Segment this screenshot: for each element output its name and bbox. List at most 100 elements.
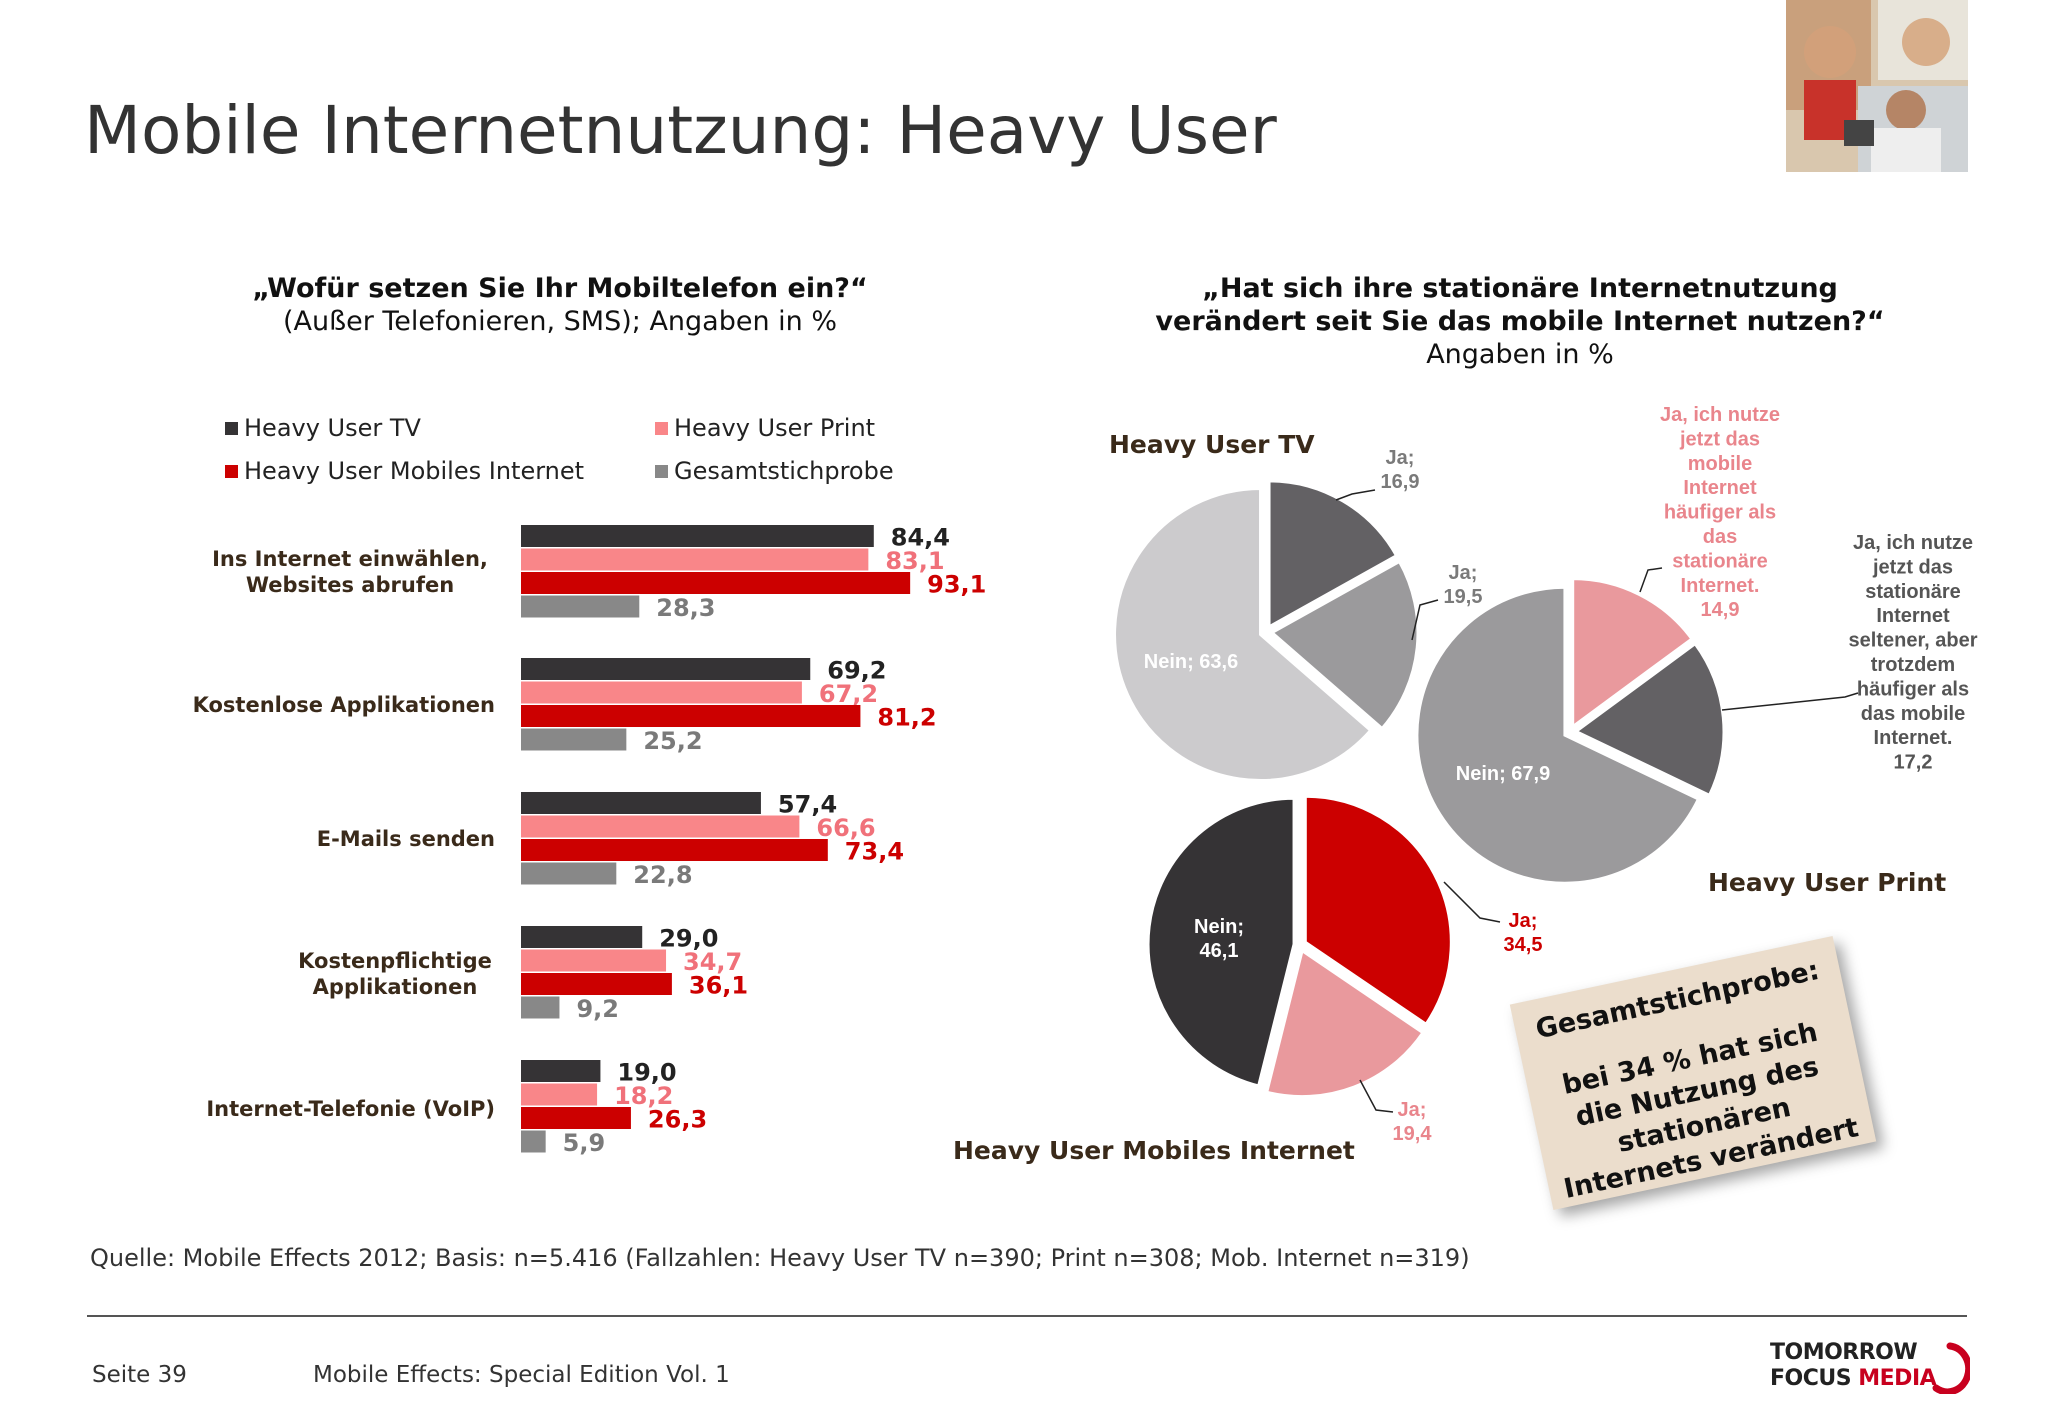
category-paid-apps-line1: Kostenpflichtige — [298, 949, 492, 973]
leader-mob-ja2 — [1359, 1079, 1394, 1113]
pie-mob-slice-ja1 — [1303, 794, 1453, 1027]
leader-print-selten — [1721, 692, 1859, 711]
bar-label-print-2: 66,6 — [816, 814, 875, 842]
bar-mobile-3 — [521, 973, 672, 995]
legend-label-tv: Heavy User TV — [244, 414, 421, 442]
pie-heavy-user-tv — [1113, 479, 1420, 782]
bar-total-4 — [521, 1130, 546, 1153]
pie-tv-slice-nein — [1113, 486, 1373, 782]
bar-total-2 — [521, 862, 617, 885]
leader-print-mobile — [1639, 567, 1663, 593]
legend-swatch-print — [655, 421, 668, 435]
logo-line2: FOCUS MEDIA — [1770, 1366, 1937, 1391]
pie-label-print-selten: Ja, ich nutze jetzt das stationäre Internet… — [1849, 532, 1978, 774]
pie-tv-slice-ja1 — [1267, 479, 1399, 630]
logo-media: MEDIA — [1858, 1366, 1937, 1391]
pie-label-print-nein: Nein; 67,9 — [1456, 763, 1550, 785]
pie-title-print: Heavy User Print — [1708, 868, 1947, 897]
bar-label-total-0: 28,3 — [656, 594, 715, 622]
legend-label-print: Heavy User Print — [674, 414, 876, 442]
bar-mobile-1 — [521, 705, 861, 727]
pie-tv-slice-ja2 — [1269, 559, 1420, 731]
pie-label-tv-nein: Nein; 63,6 — [1144, 651, 1238, 673]
page-number: Seite 39 — [92, 1362, 187, 1388]
bar-label-mobile-2: 73,4 — [845, 838, 904, 866]
pie-question-line2: verändert seit Sie das mobile Internet n… — [1155, 306, 1885, 337]
bar-question-line1: „Wofür setzen Sie Ihr Mobiltelefon ein?“ — [252, 273, 868, 304]
bar-label-tv-2: 57,4 — [778, 791, 837, 819]
leader-mob-ja1 — [1443, 881, 1501, 923]
pie-question-line1: „Hat sich ihre stationäre Internetnutzun… — [1202, 273, 1838, 304]
bar-label-tv-0: 84,4 — [891, 524, 950, 552]
category-label-voip: Internet-Telefonie (VoIP) — [175, 1096, 495, 1122]
category-paid-apps-line2: Applikationen — [312, 975, 478, 999]
bar-print-1 — [521, 681, 802, 704]
pie-mob-slice-ja2 — [1264, 948, 1425, 1099]
legend-item-total: Gesamtstichprobe — [655, 457, 894, 485]
bar-label-tv-3: 29,0 — [659, 925, 718, 953]
category-label-free-apps: Kostenlose Applikationen — [175, 692, 495, 718]
tomorrow-focus-media-logo: TOMORROW FOCUS MEDIA — [1770, 1340, 1970, 1396]
legend-item-print: Heavy User Print — [655, 414, 875, 442]
category-voip-line1: Internet-Telefonie (VoIP) — [206, 1097, 495, 1121]
pie-question-line3: Angaben in % — [1426, 339, 1614, 370]
bar-label-mobile-4: 26,3 — [648, 1106, 707, 1134]
leader-tv-ja1 — [1335, 489, 1376, 501]
bar-print-4 — [521, 1083, 598, 1106]
legend-label-mobile: Heavy User Mobiles Internet — [244, 457, 585, 485]
bar-tv-0 — [521, 525, 874, 547]
bar-label-print-1: 67,2 — [819, 680, 878, 708]
bar-label-print-0: 83,1 — [885, 547, 944, 575]
category-internet-line2: Websites abrufen — [245, 573, 455, 597]
source-note: Quelle: Mobile Effects 2012; Basis: n=5.… — [90, 1244, 1470, 1272]
bar-chart-question: „Wofür setzen Sie Ihr Mobiltelefon ein?“… — [150, 272, 970, 338]
pie-label-tv-ja1: Ja; 16,9 — [1381, 447, 1420, 493]
slide-title: Mobile Internetnutzung: Heavy User — [84, 92, 1277, 169]
pie-heavy-user-mobile — [1146, 794, 1453, 1099]
category-free-apps-line1: Kostenlose Applikationen — [192, 693, 495, 717]
category-internet-line1: Ins Internet einwählen, — [212, 547, 488, 571]
pie-print-slice-selten — [1573, 641, 1726, 798]
legend-item-mobile: Heavy User Mobiles Internet — [225, 457, 584, 485]
legend-swatch-tv — [225, 421, 238, 435]
category-label-internet: Ins Internet einwählen, Websites abrufen — [190, 546, 510, 598]
pie-heavy-user-print — [1415, 577, 1726, 885]
category-label-paid-apps: Kostenpflichtige Applikationen — [235, 948, 555, 1000]
bar-label-total-3: 9,2 — [576, 995, 619, 1023]
bar-tv-1 — [521, 658, 811, 680]
bar-label-tv-1: 69,2 — [827, 657, 886, 685]
bar-label-tv-4: 19,0 — [617, 1059, 676, 1087]
bar-total-0 — [521, 595, 640, 618]
bar-mobile-4 — [521, 1107, 631, 1129]
footer-divider — [87, 1315, 1967, 1317]
pie-label-print-mobile: Ja, ich nutze jetzt das mobile Internet häuf… — [1660, 404, 1780, 621]
bar-question-line2: (Außer Telefonieren, SMS); Angaben in % — [282, 306, 838, 337]
bar-print-0 — [521, 548, 869, 571]
bar-label-total-2: 22,8 — [633, 861, 692, 889]
pie-title-tv: Heavy User TV — [1109, 430, 1315, 459]
pie-title-mobile: Heavy User Mobiles Internet — [953, 1136, 1355, 1165]
logo-ring-icon — [1932, 1342, 1970, 1394]
pie-mob-slice-nein — [1146, 796, 1296, 1088]
category-label-email: E-Mails senden — [175, 826, 495, 852]
bar-mobile-0 — [521, 572, 911, 594]
legend-swatch-mobile — [225, 464, 238, 478]
bar-label-print-3: 34,7 — [683, 948, 742, 976]
pie-label-mob-ja2: Ja; 19,4 — [1393, 1099, 1433, 1145]
bar-tv-2 — [521, 792, 761, 814]
pie-chart-question: „Hat sich ihre stationäre Internetnutzun… — [1080, 272, 1960, 371]
bar-label-mobile-1: 81,2 — [877, 704, 936, 732]
bar-total-3 — [521, 996, 560, 1019]
bar-mobile-2 — [521, 839, 828, 861]
bar-label-mobile-0: 93,1 — [927, 571, 986, 599]
pie-print-slice-mobile — [1571, 577, 1694, 730]
category-email-line1: E-Mails senden — [316, 827, 495, 851]
leader-tv-ja2 — [1411, 599, 1439, 641]
pie-label-mob-nein: Nein; 46,1 — [1194, 916, 1244, 962]
bar-label-total-4: 5,9 — [563, 1129, 606, 1157]
pie-label-mob-ja1: Ja; 34,5 — [1504, 910, 1543, 956]
bar-print-3 — [521, 949, 667, 972]
pie-print-slice-nein — [1415, 585, 1701, 885]
